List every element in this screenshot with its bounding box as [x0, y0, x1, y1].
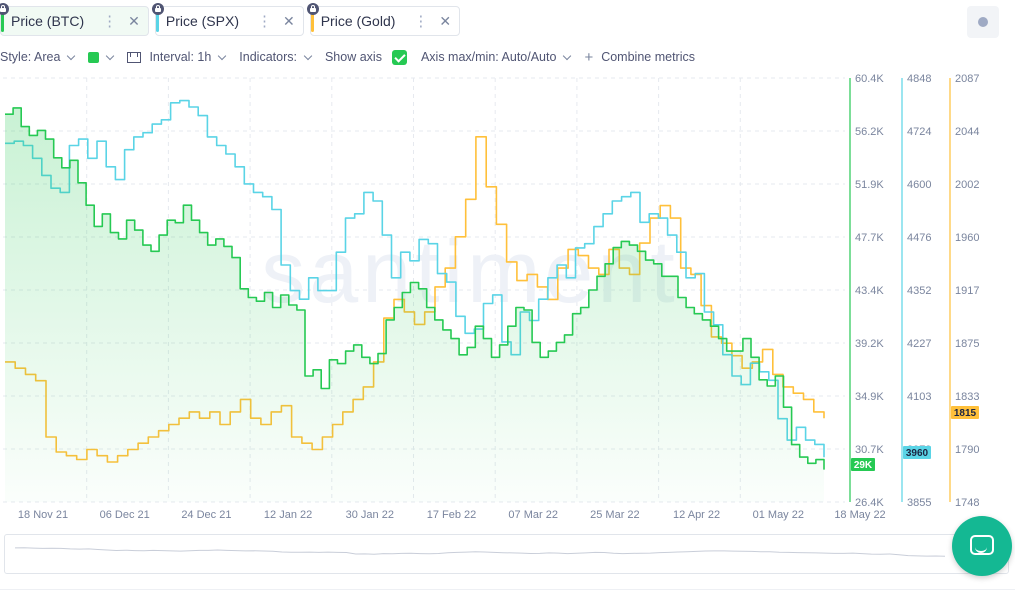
- color-swatch: [88, 51, 100, 63]
- checkbox-checked-icon: [391, 49, 407, 65]
- close-icon[interactable]: ✕: [439, 12, 452, 29]
- chevron-down-icon: [106, 51, 115, 60]
- color-stripe: [1, 10, 4, 32]
- y-tick-label: 4848: [907, 73, 931, 85]
- x-tick-label: 01 May 22: [753, 509, 804, 521]
- more-icon[interactable]: ⋮: [413, 13, 428, 30]
- current-value-badge: [951, 406, 979, 419]
- y-tick-label: 1960: [955, 232, 979, 244]
- series-area: [5, 107, 824, 503]
- x-tick-label: 07 Mar 22: [508, 509, 558, 521]
- price-chart[interactable]: 18 Nov 21 06 Dec 21 24 Dec 21 12 Jan 22 30 J…: [0, 70, 1015, 530]
- tab-label: Price (BTC): [11, 13, 85, 29]
- y-tick-label: 2087: [955, 73, 979, 85]
- indicators-dropdown[interactable]: Indicators:: [239, 50, 313, 64]
- y-tick-label: 30.7K: [855, 444, 884, 456]
- interval-label: Interval: 1h: [149, 50, 212, 64]
- chart-settings-bar: Style: Area Interval: 1h Indicators: Sho…: [0, 48, 709, 66]
- y-tick-label: 4103: [907, 391, 931, 403]
- tab-label: Price (SPX): [165, 13, 239, 29]
- y-tick-label: 4724: [907, 126, 931, 138]
- divider: [0, 589, 1015, 590]
- y-tick-label: 39.2K: [855, 338, 884, 350]
- lock-icon: [151, 3, 164, 15]
- chevron-down-icon: [303, 51, 313, 60]
- close-icon[interactable]: ✕: [282, 12, 295, 29]
- current-value-badge: [903, 446, 931, 459]
- current-value-label: 1815: [954, 408, 977, 419]
- lock-icon: [306, 3, 319, 15]
- y-tick-label: 3855: [907, 497, 931, 509]
- color-picker[interactable]: [88, 51, 115, 63]
- navigator-line: [14, 547, 946, 557]
- show-axis-label: Show axis: [324, 50, 382, 64]
- y-tick-label: 34.9K: [855, 391, 884, 403]
- calendar-icon: [127, 51, 142, 63]
- lock-icon: [0, 3, 9, 15]
- y-tick-label: 4600: [907, 179, 931, 191]
- more-icon[interactable]: ⋮: [102, 13, 117, 30]
- y-tick-label: 43.4K: [855, 285, 884, 297]
- navigator-sparkline: [14, 547, 946, 557]
- x-tick-label: 18 Nov 21: [18, 509, 68, 521]
- axis-minmax-dropdown[interactable]: Axis max/min: Auto/Auto: [420, 50, 572, 64]
- show-axis-toggle[interactable]: Show axis: [324, 49, 407, 65]
- chevron-down-icon: [563, 51, 572, 60]
- y-tick-label: 2002: [955, 179, 979, 191]
- x-tick-label: 24 Dec 21: [181, 509, 231, 521]
- y-tick-label: 60.4K: [855, 73, 884, 85]
- y-tick-label: 1748: [955, 497, 979, 509]
- chat-icon: [970, 535, 994, 555]
- color-stripe: [155, 10, 159, 32]
- y-tick-label: 56.2K: [855, 126, 884, 138]
- current-value-label: 29K: [854, 460, 873, 471]
- y-tick-label: 1917: [955, 285, 979, 297]
- plus-icon: +: [584, 48, 594, 66]
- tab-label: Price (Gold): [320, 13, 396, 29]
- y-tick-label: 1875: [955, 338, 979, 350]
- range-navigator[interactable]: [4, 534, 1009, 574]
- series-line: [5, 99, 825, 458]
- chevron-down-icon: [218, 51, 227, 60]
- y-tick-label: 4476: [907, 232, 931, 244]
- chart-canvas: 18 Nov 21 06 Dec 21 24 Dec 21 12 Jan 22 30 J…: [3, 73, 979, 521]
- x-tick-label: 12 Jan 22: [264, 509, 312, 521]
- y-tick-label: 47.7K: [855, 232, 884, 244]
- y-tick-label: 2044: [955, 126, 979, 138]
- current-value-label: 3960: [906, 448, 929, 459]
- metric-tab[interactable]: Price (SPX) ⋮ ✕: [151, 3, 304, 36]
- y-tick-label: 51.9K: [855, 179, 884, 191]
- y-tick-label: 4227: [907, 338, 931, 350]
- x-tick-label: 17 Feb 22: [427, 509, 477, 521]
- metric-tab[interactable]: Price (BTC) ⋮ ✕: [0, 3, 149, 36]
- interval-dropdown[interactable]: Interval: 1h: [127, 50, 227, 64]
- color-stripe: [310, 10, 314, 32]
- y-tick-label: 4352: [907, 285, 931, 297]
- axis-minmax-label: Axis max/min: Auto/Auto: [420, 50, 557, 64]
- combine-label: Combine metrics: [601, 50, 695, 64]
- x-tick-label: 25 Mar 22: [590, 509, 640, 521]
- metric-tab[interactable]: Price (Gold) ⋮ ✕: [306, 3, 461, 36]
- y-tick-label: 26.4K: [855, 497, 884, 509]
- metric-tabs: Price (BTC) ⋮ ✕ Price (SPX) ⋮ ✕ Price (Gold) ⋮ ✕: [0, 3, 461, 38]
- chat-support-button[interactable]: [952, 516, 1012, 576]
- x-tick-label: 06 Dec 21: [100, 509, 150, 521]
- more-icon[interactable]: ⋮: [256, 13, 272, 30]
- chevron-down-icon: [67, 51, 76, 60]
- series-line: [5, 107, 825, 470]
- current-value-badge: [851, 458, 875, 471]
- record-icon: [978, 17, 988, 27]
- y-tick-label: 1833: [955, 391, 979, 403]
- close-icon[interactable]: ✕: [128, 12, 140, 29]
- style-dropdown[interactable]: Style: Area: [0, 50, 76, 64]
- indicators-label: Indicators:: [239, 50, 297, 64]
- y-tick-label: 1790: [955, 444, 979, 456]
- style-label: Style: Area: [0, 50, 61, 64]
- record-button[interactable]: [967, 6, 999, 38]
- x-tick-label: 12 Apr 22: [673, 509, 720, 521]
- combine-metrics-button[interactable]: + Combine metrics: [584, 49, 695, 66]
- x-tick-label: 30 Jan 22: [346, 509, 394, 521]
- x-tick-label: 18 May 22: [834, 509, 885, 521]
